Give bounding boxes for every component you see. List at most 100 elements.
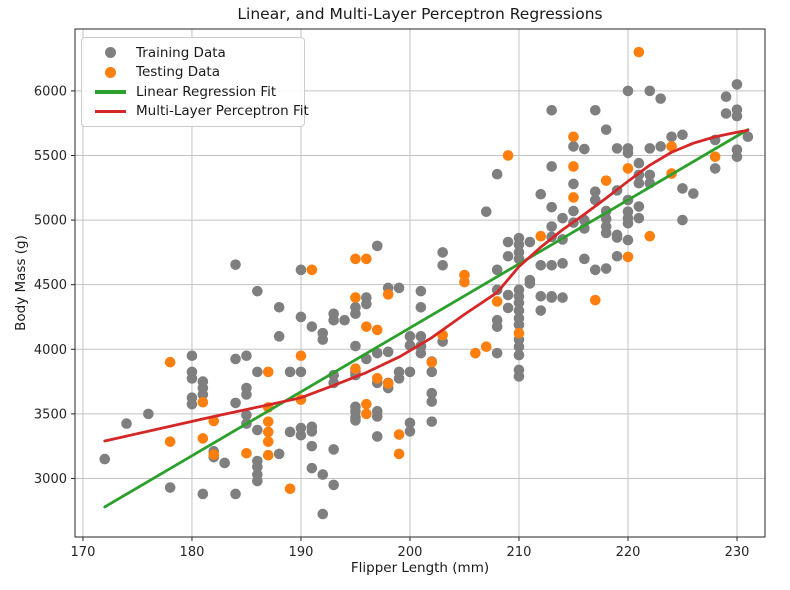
training-point — [404, 331, 416, 342]
testing-point — [491, 296, 503, 307]
training-point — [535, 260, 547, 271]
training-point — [121, 418, 132, 429]
training-point — [197, 488, 209, 500]
training-point — [252, 461, 263, 473]
x-tick-label: 180 — [180, 545, 205, 560]
chart-legend: Training Data Testing Data Linear Regres… — [81, 37, 309, 127]
training-point — [426, 366, 438, 378]
training-point — [197, 389, 209, 400]
testing-point — [382, 378, 394, 389]
mlp-fit-line — [103, 128, 750, 443]
x-tick-label: 220 — [616, 545, 641, 560]
training-point — [317, 469, 329, 480]
training-point — [361, 298, 372, 310]
testing-point — [241, 447, 252, 459]
training-point — [404, 366, 416, 378]
training-point — [273, 331, 285, 342]
testing-point — [568, 161, 579, 172]
testing-point — [371, 324, 383, 336]
training-point — [546, 201, 557, 213]
training-point — [666, 131, 677, 143]
testing-point — [459, 276, 470, 288]
training-point — [284, 426, 296, 438]
testing-point — [633, 46, 645, 58]
training-point — [513, 341, 525, 352]
plot-border — [74, 28, 766, 538]
legend-item-mlp-fit: Multi-Layer Perceptron Fit — [90, 102, 309, 122]
testing-point — [164, 356, 176, 368]
training-point — [350, 308, 361, 320]
training-point — [252, 475, 263, 487]
legend-item-testing: Testing Data — [90, 63, 296, 83]
training-point — [622, 234, 634, 246]
training-point — [317, 334, 329, 345]
training-point — [306, 426, 318, 437]
training-point — [720, 91, 732, 102]
training-point — [415, 331, 427, 342]
training-point — [731, 79, 743, 90]
x-tick-label: 200 — [398, 545, 423, 560]
training-point — [164, 482, 176, 493]
training-point — [677, 183, 688, 194]
training-point — [143, 408, 154, 420]
training-point — [404, 426, 416, 437]
mlp-fit-marker-icon — [94, 109, 126, 113]
testing-point — [622, 163, 634, 174]
training-point — [546, 104, 557, 116]
training-point — [480, 206, 492, 217]
training-point — [230, 353, 241, 365]
training-point — [535, 305, 547, 316]
y-tick-label: 5000 — [34, 214, 67, 229]
training-point — [426, 387, 438, 399]
training-point — [371, 411, 383, 422]
training-point — [655, 93, 666, 104]
training-point — [742, 131, 754, 143]
training-point — [731, 151, 743, 163]
training-point — [579, 143, 590, 155]
testing-point — [622, 251, 634, 263]
training-point — [600, 263, 612, 274]
y-tick-label: 4500 — [34, 278, 67, 293]
training-point — [328, 479, 339, 491]
training-point — [546, 260, 557, 271]
training-point — [557, 212, 568, 224]
training-point — [546, 221, 557, 232]
testing-point — [470, 347, 481, 359]
training-point — [339, 314, 350, 326]
testing-point — [197, 433, 209, 444]
training-point — [295, 264, 307, 276]
training-point — [404, 417, 416, 429]
training-point — [644, 85, 656, 97]
training-point — [589, 264, 601, 276]
training-point — [611, 232, 623, 243]
y-tick-label: 6000 — [34, 84, 67, 99]
y-tick-label: 4000 — [34, 343, 67, 358]
training-point — [513, 297, 525, 309]
training-point — [731, 110, 743, 122]
testing-point — [393, 448, 405, 460]
training-point — [633, 201, 645, 212]
chart-title: Linear, and Multi-Layer Perceptron Regre… — [237, 5, 603, 23]
training-point — [491, 168, 503, 180]
training-point — [317, 508, 329, 520]
training-point — [252, 366, 263, 378]
testing-point — [666, 141, 677, 152]
training-point — [230, 488, 241, 500]
training-point — [677, 214, 688, 226]
x-tick-label: 230 — [725, 545, 750, 560]
training-point — [241, 409, 252, 421]
training-point — [546, 292, 557, 303]
training-point — [306, 462, 318, 474]
testing-point — [361, 253, 372, 265]
training-point — [611, 250, 623, 262]
training-point — [393, 282, 405, 294]
training-point — [284, 366, 296, 378]
testing-point — [426, 356, 438, 368]
testing-point — [262, 416, 274, 427]
training-point — [230, 259, 241, 270]
training-point — [524, 236, 536, 248]
testing-point — [361, 398, 372, 410]
training-point — [622, 147, 634, 159]
training-point — [513, 305, 525, 316]
